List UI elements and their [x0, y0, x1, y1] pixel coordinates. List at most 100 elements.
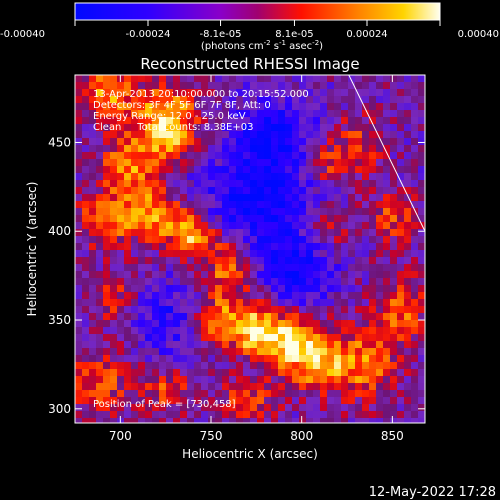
heatmap-cell — [257, 75, 265, 83]
heatmap-cell — [418, 257, 425, 265]
heatmap-cell — [299, 131, 307, 139]
heatmap-cell — [257, 201, 265, 209]
heatmap-cell — [355, 201, 363, 209]
heatmap-cell — [390, 313, 398, 321]
heatmap-cell — [306, 299, 314, 307]
heatmap-cell — [306, 369, 314, 377]
heatmap-cell — [285, 299, 293, 307]
heatmap-cell — [96, 418, 104, 423]
heatmap-cell — [292, 418, 300, 423]
heatmap-cell — [229, 362, 237, 370]
heatmap-cell — [110, 376, 118, 384]
heatmap-cell — [397, 334, 405, 342]
heatmap-cell — [411, 278, 419, 286]
heatmap-cell — [418, 166, 425, 174]
heatmap-cell — [390, 257, 398, 265]
heatmap-cell — [278, 341, 286, 349]
heatmap-cell — [131, 215, 139, 223]
heatmap-cell — [404, 166, 412, 174]
heatmap-cell — [257, 383, 265, 391]
heatmap-cell — [96, 257, 104, 265]
heatmap-cell — [208, 341, 216, 349]
heatmap-cell — [82, 180, 90, 188]
heatmap-cell — [320, 411, 328, 419]
heatmap-cell — [369, 75, 377, 83]
heatmap-cell — [292, 124, 300, 132]
heatmap-cell — [264, 334, 272, 342]
heatmap-cell — [82, 341, 90, 349]
heatmap-cell — [320, 250, 328, 258]
heatmap-cell — [180, 173, 188, 181]
heatmap-cell — [103, 257, 111, 265]
heatmap-cell — [138, 180, 146, 188]
heatmap-cell — [173, 404, 181, 412]
heatmap-cell — [362, 299, 370, 307]
heatmap-cell — [264, 341, 272, 349]
heatmap-cell — [313, 320, 321, 328]
heatmap-cell — [285, 215, 293, 223]
heatmap-cell — [201, 292, 209, 300]
heatmap-cell — [117, 285, 125, 293]
heatmap-cell — [229, 152, 237, 160]
heatmap-cell — [152, 159, 160, 167]
heatmap-cell — [110, 82, 118, 90]
heatmap-cell — [376, 145, 384, 153]
heatmap-cell — [257, 208, 265, 216]
heatmap-cell — [264, 82, 272, 90]
heatmap-cell — [383, 418, 391, 423]
heatmap-cell — [159, 348, 167, 356]
heatmap-cell — [404, 278, 412, 286]
heatmap-cell — [159, 271, 167, 279]
heatmap-cell — [348, 341, 356, 349]
heatmap-cell — [390, 110, 398, 118]
heatmap-cell — [404, 180, 412, 188]
heatmap-cell — [341, 103, 349, 111]
heatmap-cell — [131, 404, 139, 412]
heatmap-cell — [292, 341, 300, 349]
heatmap-cell — [257, 103, 265, 111]
heatmap-cell — [397, 418, 405, 423]
heatmap-cell — [208, 173, 216, 181]
heatmap-cell — [215, 334, 223, 342]
heatmap-cell — [173, 383, 181, 391]
heatmap-cell — [89, 159, 97, 167]
heatmap-cell — [285, 96, 293, 104]
heatmap-cell — [89, 201, 97, 209]
heatmap-cell — [404, 327, 412, 335]
heatmap-cell — [110, 166, 118, 174]
heatmap-cell — [313, 334, 321, 342]
heatmap-cell — [117, 243, 125, 251]
heatmap-cell — [418, 369, 425, 377]
heatmap-cell — [250, 362, 258, 370]
heatmap-cell — [285, 187, 293, 195]
heatmap-cell — [411, 285, 419, 293]
heatmap-cell — [208, 404, 216, 412]
heatmap-cell — [390, 341, 398, 349]
heatmap-cell — [152, 341, 160, 349]
heatmap-cell — [320, 159, 328, 167]
heatmap-cell — [75, 201, 83, 209]
heatmap-cell — [173, 390, 181, 398]
heatmap-cell — [229, 110, 237, 118]
heatmap-cell — [418, 138, 425, 146]
heatmap-cell — [292, 271, 300, 279]
heatmap-cell — [194, 306, 202, 314]
heatmap-cell — [278, 180, 286, 188]
heatmap-cell — [383, 334, 391, 342]
heatmap-cell — [201, 383, 209, 391]
heatmap-cell — [131, 271, 139, 279]
heatmap-cell — [355, 243, 363, 251]
heatmap-cell — [96, 215, 104, 223]
heatmap-cell — [383, 397, 391, 405]
heatmap-cell — [124, 334, 132, 342]
heatmap-cell — [278, 278, 286, 286]
heatmap-cell — [271, 313, 279, 321]
heatmap-cell — [152, 355, 160, 363]
heatmap-cell — [75, 124, 83, 132]
heatmap-cell — [334, 355, 342, 363]
heatmap-cell — [236, 229, 244, 237]
heatmap-cell — [152, 131, 160, 139]
heatmap-cell — [376, 187, 384, 195]
heatmap-cell — [236, 236, 244, 244]
heatmap-cell — [264, 243, 272, 251]
